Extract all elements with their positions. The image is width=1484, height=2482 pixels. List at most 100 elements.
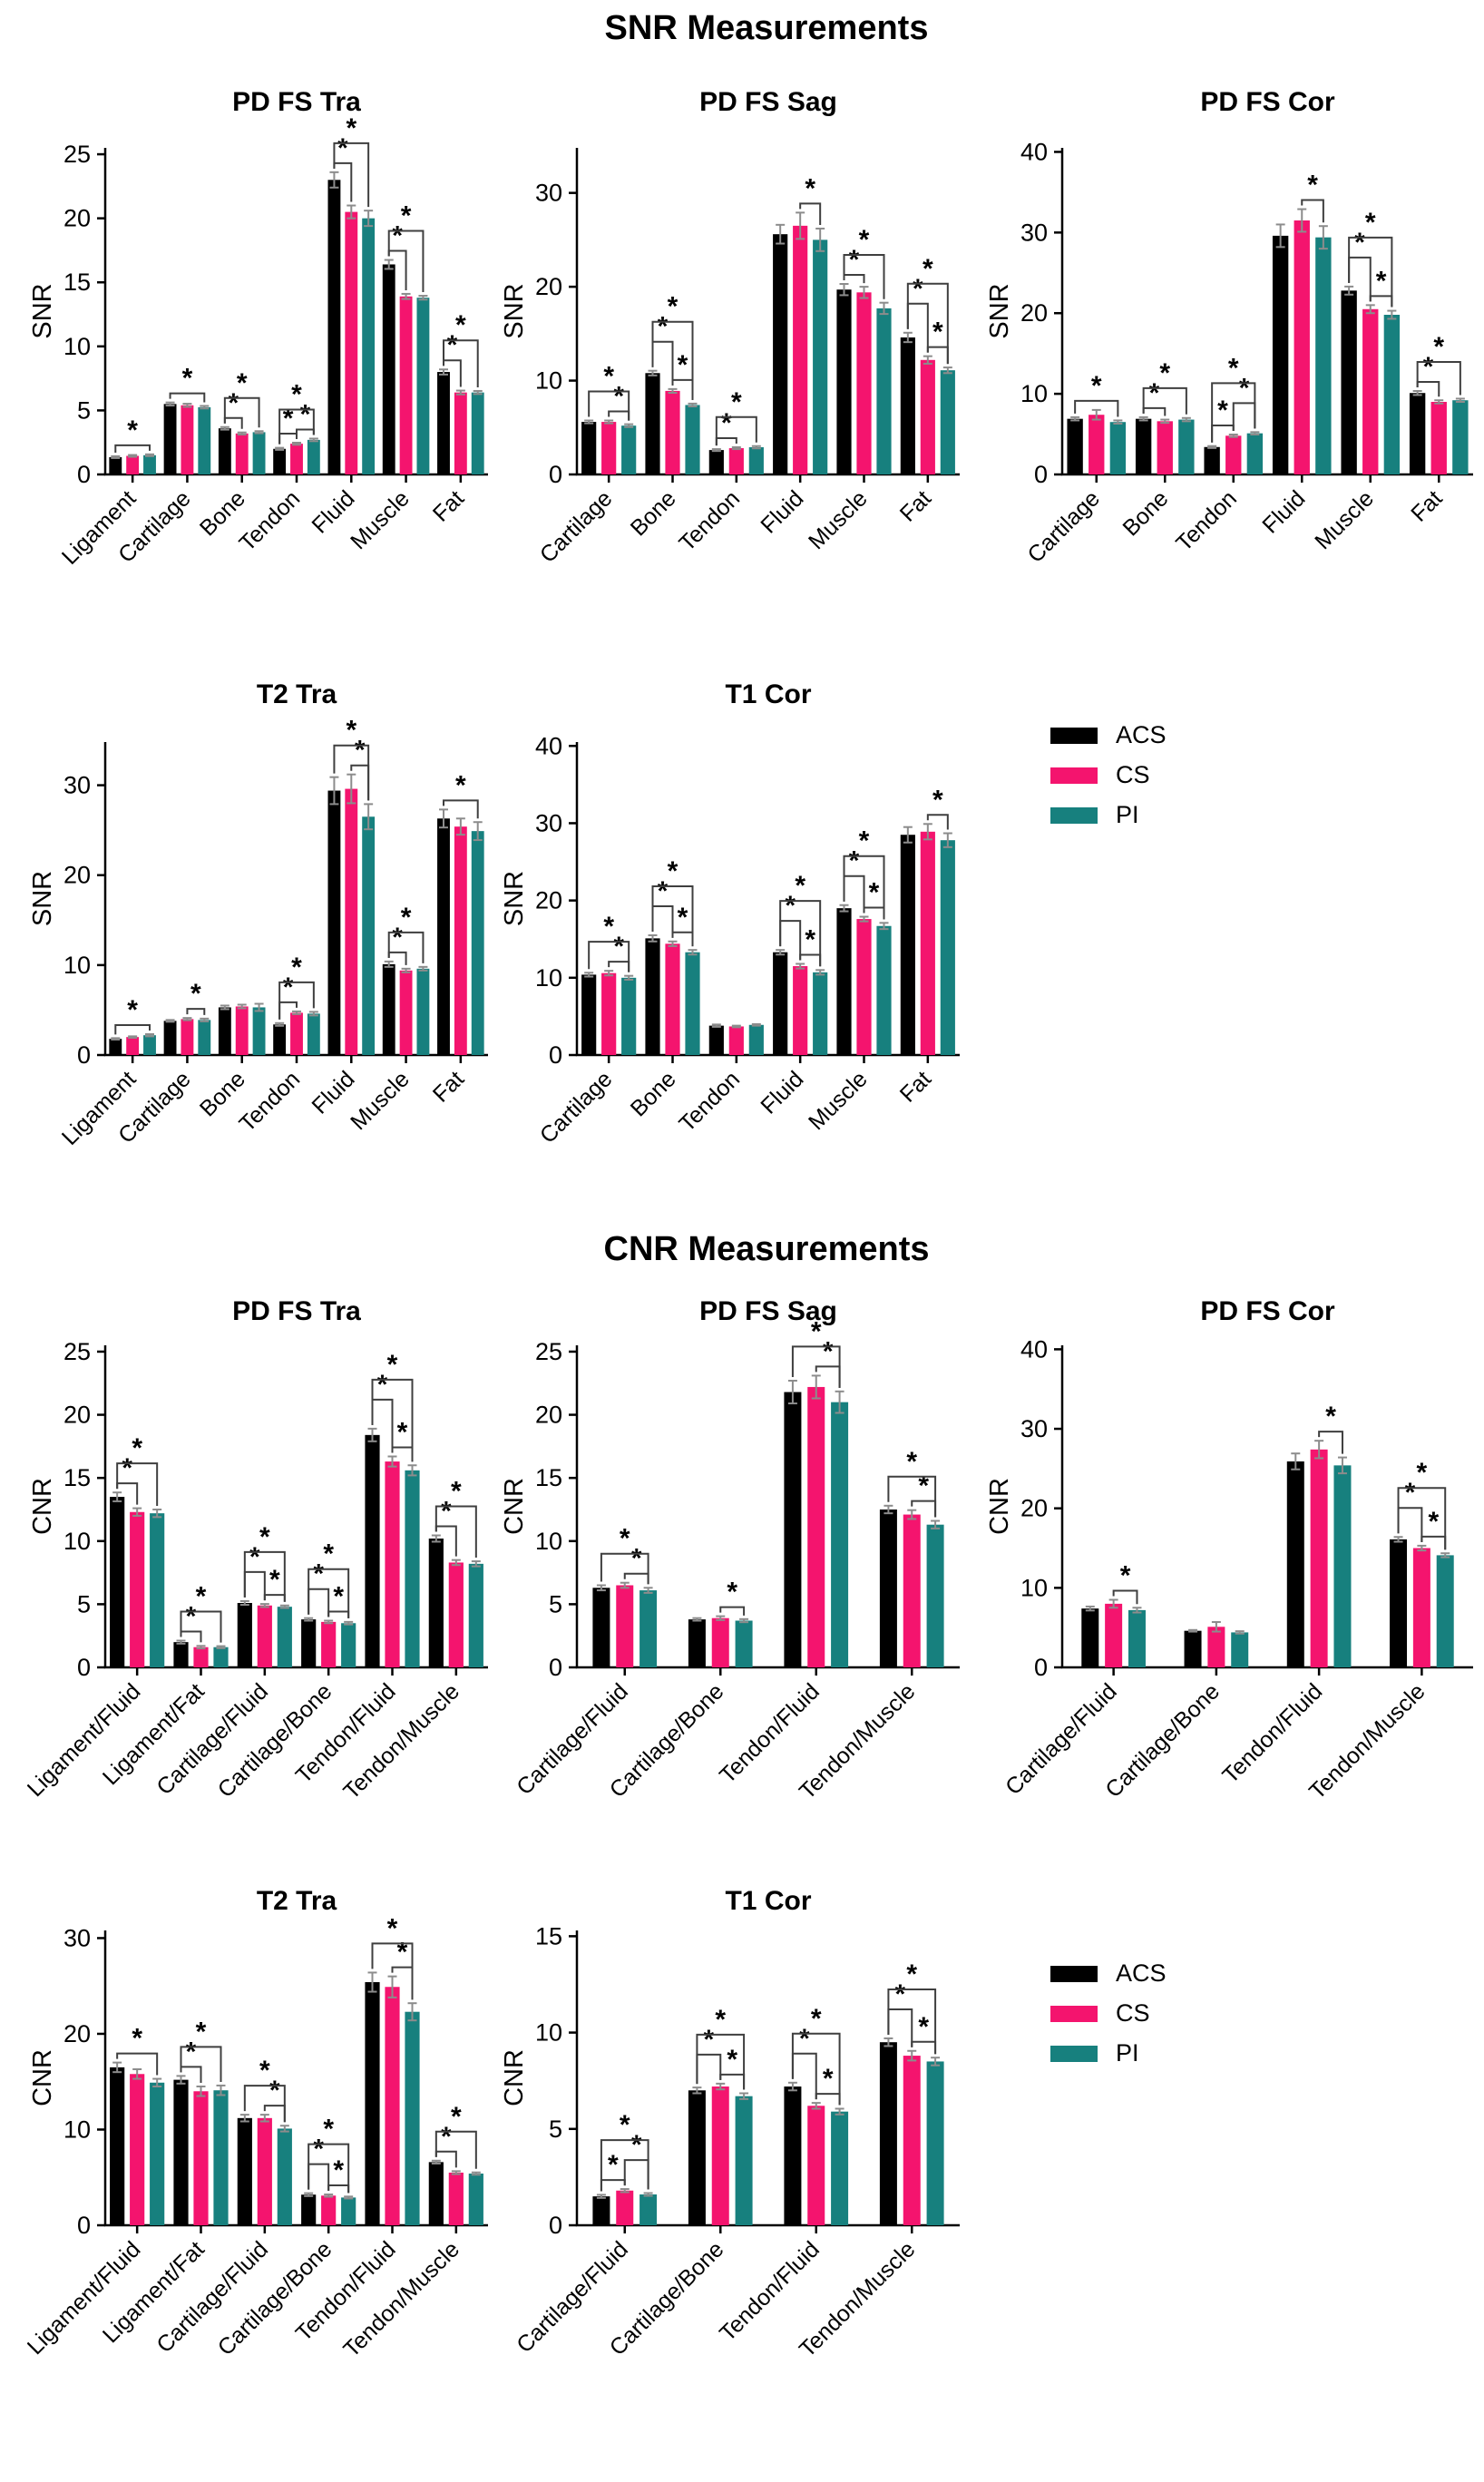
bar-ACS: [237, 2117, 252, 2225]
significance-star: *: [441, 2122, 452, 2152]
significance-star: *: [283, 972, 294, 1002]
chart-snr-t2-tra: T2 Tra SNR 0 10 20 30 Ligament Cartilage Bone Ten…: [27, 665, 499, 1255]
legend-label-CS: CS: [1116, 1999, 1150, 2027]
significance-star: *: [859, 225, 870, 255]
legend-label-PI: PI: [1116, 801, 1139, 828]
bar-ACS: [109, 1039, 122, 1055]
bar-PI: [307, 1013, 320, 1055]
significance-star: *: [249, 1542, 260, 1572]
bar-ACS: [163, 404, 177, 474]
svg-text:10: 10: [63, 333, 91, 360]
bar-CS: [728, 448, 744, 474]
chart-cnr-pd-fs-tra: PD FS Tra CNR 0 5 10 15 20 25 Ligament/Fluid Liga…: [27, 1282, 499, 1908]
bar-CS: [130, 1511, 145, 1667]
bar-CS: [807, 1386, 825, 1667]
significance-star: *: [237, 368, 248, 398]
significance-star: *: [1433, 332, 1444, 362]
bar-PI: [876, 925, 892, 1055]
chart-title: T1 Cor: [725, 1886, 811, 1916]
significance-star: *: [849, 245, 860, 275]
x-tick-label: Fat: [1406, 485, 1447, 526]
x-tick-label: Cartilage: [535, 1066, 618, 1148]
bar-ACS: [365, 1434, 380, 1667]
bar-CS: [601, 422, 617, 474]
y-axis-label: SNR: [985, 283, 1014, 338]
bar-PI: [405, 1470, 420, 1667]
bar-PI: [405, 2011, 420, 2225]
significance-star: *: [323, 1539, 334, 1569]
bar-CS: [1412, 1548, 1430, 1667]
x-tick-label: Bone: [626, 1066, 681, 1121]
significance-star: *: [441, 1497, 452, 1527]
chart-snr-pd-fs-cor: PD FS Cor SNR 0 10 20 30 40 Cartilage Bone Tendon…: [984, 71, 1484, 665]
bar-PI: [926, 2061, 944, 2225]
chart-title: PD FS Tra: [232, 1296, 361, 1326]
bar-PI: [813, 972, 828, 1055]
bar-ACS: [708, 450, 724, 474]
significance-star: *: [811, 1316, 822, 1346]
bar-PI: [198, 1020, 211, 1055]
bar-ACS: [1184, 1630, 1202, 1667]
bar-CS: [130, 2074, 145, 2225]
bar-PI: [416, 298, 430, 474]
legend-label-ACS: ACS: [1116, 1959, 1167, 1987]
bar-CS: [1157, 421, 1173, 474]
chart-snr-t1-cor: T1 Cor SNR 0 10 20 30 40 Cartilage Bone Tendon Flu…: [499, 665, 971, 1255]
significance-star: *: [291, 379, 302, 409]
bar-CS: [385, 1461, 400, 1667]
bar-PI: [735, 2096, 753, 2225]
significance-star: *: [127, 995, 138, 1025]
chart-title: PD FS Cor: [1200, 1296, 1335, 1326]
significance-star: *: [658, 312, 669, 342]
significance-star: *: [658, 876, 669, 906]
bar-ACS: [836, 908, 852, 1055]
bar-PI: [1383, 315, 1401, 474]
bar-CS: [1089, 415, 1105, 474]
x-tick-label: Muscle: [804, 485, 873, 554]
y-axis-label: SNR: [500, 871, 529, 926]
bar-ACS: [1067, 418, 1083, 474]
svg-text:40: 40: [1020, 138, 1048, 165]
bar-PI: [198, 406, 211, 474]
svg-text:0: 0: [77, 461, 91, 488]
bar-PI: [213, 1647, 229, 1667]
chart-canvas-cnr-t1-cor: T1 CorCNR051015Cartilage/FluidCartilage/…: [500, 1886, 960, 2362]
significance-star: *: [455, 310, 466, 340]
svg-text:30: 30: [535, 180, 562, 207]
bar-ACS: [592, 2196, 610, 2225]
bar-ACS: [773, 952, 788, 1055]
bar-PI: [621, 977, 637, 1055]
bar-CS: [385, 1987, 400, 2225]
bar-ACS: [879, 2042, 897, 2225]
bar-PI: [685, 952, 700, 1055]
svg-text:25: 25: [535, 1338, 562, 1365]
x-tick-label: Cartilage/Fluid: [151, 1678, 273, 1800]
x-tick-label: Ligament/Fluid: [27, 2236, 145, 2360]
bar-ACS: [708, 1025, 724, 1055]
x-tick-label: Bone: [1118, 485, 1173, 541]
significance-star: *: [1376, 266, 1387, 296]
significance-star: *: [1239, 373, 1250, 403]
significance-star: *: [392, 221, 403, 251]
legend-swatch-ACS: [1050, 1966, 1098, 1982]
bar-ACS: [645, 938, 660, 1055]
significance-star: *: [731, 387, 742, 417]
significance-star: *: [805, 173, 815, 203]
svg-text:40: 40: [1020, 1335, 1048, 1363]
bar-PI: [1333, 1465, 1352, 1667]
y-axis-label: CNR: [500, 1478, 529, 1535]
svg-text:10: 10: [1020, 380, 1048, 407]
legend-swatch-ACS: [1050, 728, 1098, 744]
bar-ACS: [163, 1021, 177, 1055]
bar-PI: [1128, 1609, 1146, 1667]
snr-section-title: SNR Measurements: [604, 9, 929, 47]
bar-CS: [807, 2106, 825, 2225]
bar-CS: [181, 405, 194, 474]
bar-CS: [257, 1605, 272, 1667]
significance-star: *: [668, 856, 679, 886]
svg-text:0: 0: [549, 461, 562, 488]
bar-CS: [793, 966, 808, 1055]
